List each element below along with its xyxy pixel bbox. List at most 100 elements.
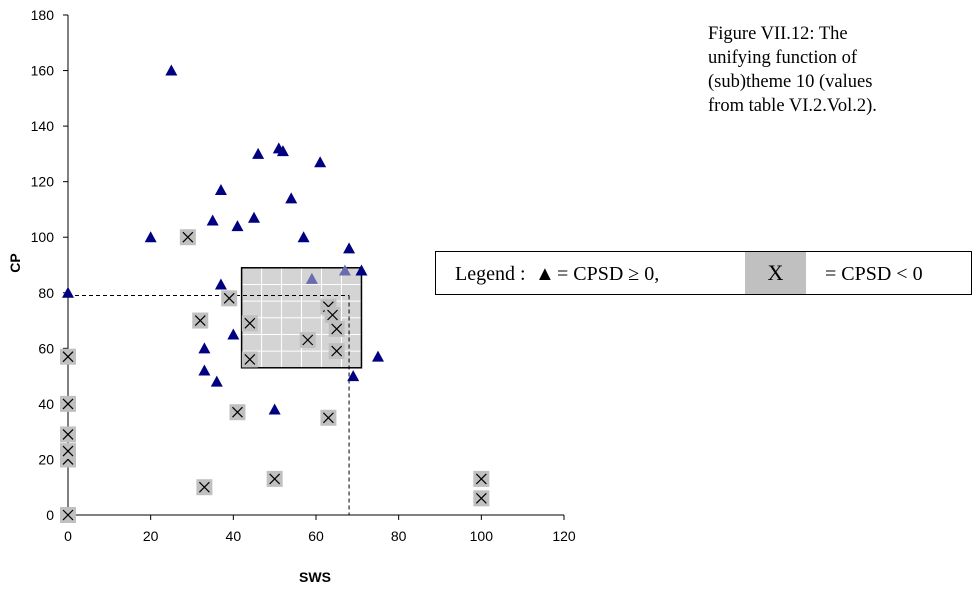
caption-line-3: (sub)theme 10 (values [708,72,873,92]
cross-stroke [322,412,334,424]
x-axis-title: SWS [299,569,331,585]
cross-stroke [475,492,487,504]
triangle-point [165,64,178,76]
y-tick-label: 80 [38,285,54,301]
triangle-point [297,231,310,243]
highlight-rect-border [240,267,363,369]
axes: 0 20 40 60 80 100 120 0 20 40 60 80 100 120 140 160 180 [31,7,576,544]
y-tick-label: 20 [38,451,54,467]
triangle-point [314,156,327,168]
x-tick-label: 100 [470,528,494,544]
cross-stroke [302,334,314,346]
triangle-point [214,184,227,195]
cross-stroke [331,323,343,335]
caption-line-2: unifying function of [708,48,858,68]
triangle-point [144,231,157,243]
y-tick-label: 140 [31,118,55,134]
cross-point [241,351,258,368]
y-tick-label: 120 [31,174,55,190]
y-tick-label: 100 [31,229,55,245]
cross-stroke [244,317,256,329]
triangle-point [227,328,240,340]
triangle-point [248,211,260,223]
cross-point [60,395,76,412]
cross-stroke [62,351,74,363]
cross-point [60,426,76,443]
cross-point [60,443,76,460]
legend-cross-label: = CPSD < 0 [825,263,923,285]
caption-line-1: Figure VII.12: The [708,24,848,44]
cross-point [196,479,213,496]
triangle-point [285,192,298,204]
triangle-point [347,370,360,382]
x-tick-label: 60 [308,528,324,544]
x-tick-label: 120 [552,528,576,544]
triangle-point [252,147,265,159]
cross-point [320,409,337,426]
triangle-point [338,264,351,276]
triangle-point [210,375,223,387]
y-tick-label: 40 [38,396,54,412]
triangle-point [214,278,227,290]
cross-stroke [475,473,487,485]
triangle-point [276,145,289,157]
triangle-point [268,403,281,415]
cross-stroke [331,345,343,357]
cross-point [192,312,209,329]
cross-stroke [62,509,74,521]
legend-cross-icon: X [745,252,806,294]
x-tick-label: 20 [143,528,159,544]
cross-point [241,315,258,332]
triangle-point [343,242,356,254]
triangle-point [198,342,211,354]
cross-point [473,470,490,487]
triangle-point [231,220,244,232]
legend-triangle-icon: ▲ [535,263,555,285]
data-markers [60,64,490,523]
triangle-point [62,286,74,298]
cross-point [324,307,341,323]
y-axis-title: CP [7,253,23,272]
triangle-point [355,264,368,276]
cross-stroke [62,429,74,440]
x-tick-label: 40 [226,528,242,544]
cross-point [299,332,316,348]
y-tick-label: 60 [38,340,54,356]
y-tick-label: 160 [31,63,55,79]
y-tick-label: 180 [31,7,55,23]
legend: Legend : ▲ = CPSD ≥ 0, X = CPSD < 0 [435,251,972,295]
x-tick-label: 0 [64,528,72,544]
cross-stroke [223,292,235,304]
cross-point [60,507,76,523]
cross-stroke [232,406,243,418]
cross-point [266,470,283,487]
triangle-point [198,364,211,376]
reference-lines [68,295,350,515]
cross-point [60,348,76,365]
highlight-area [241,267,362,368]
x-tick-label: 80 [391,528,407,544]
legend-triangle-label: = CPSD ≥ 0, [557,263,660,285]
caption-line-4: from table VI.2.Vol.2). [708,96,877,116]
cross-point [328,343,345,360]
cross-point [473,490,490,507]
cross-stroke [194,315,206,326]
cross-point [229,404,246,421]
triangle-point [305,272,318,284]
legend-prefix: Legend : [455,263,526,285]
cross-stroke [62,398,74,410]
cross-point [221,290,238,307]
cross-stroke [62,445,74,457]
y-tick-label: 0 [46,507,54,523]
cross-stroke [244,354,256,365]
cross-stroke [269,473,281,485]
cross-point [328,320,345,337]
cross-stroke [182,231,194,243]
cross-point [179,229,196,246]
cross-stroke [198,481,210,493]
triangle-point [372,350,384,362]
triangle-point [206,214,219,226]
cross-stroke [327,309,338,321]
figure-caption: Figure VII.12: The unifying function of … [708,22,973,118]
